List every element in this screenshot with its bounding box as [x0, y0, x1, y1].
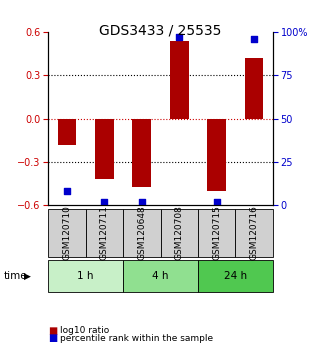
- Text: ■: ■: [48, 326, 57, 336]
- Point: [214, 199, 219, 205]
- Text: 1 h: 1 h: [77, 271, 94, 281]
- Text: ■: ■: [48, 333, 57, 343]
- Bar: [57, 119, 76, 144]
- Bar: [245, 58, 264, 119]
- Text: GSM120710: GSM120710: [62, 205, 71, 260]
- Bar: [170, 41, 188, 119]
- Text: GSM120708: GSM120708: [175, 205, 184, 260]
- Bar: [132, 119, 151, 187]
- Point: [252, 36, 257, 42]
- Point: [177, 34, 182, 40]
- Point: [64, 189, 69, 194]
- Text: 4 h: 4 h: [152, 271, 169, 281]
- Text: GSM120716: GSM120716: [250, 205, 259, 260]
- Text: ▶: ▶: [24, 272, 31, 281]
- Text: GDS3433 / 25535: GDS3433 / 25535: [99, 23, 222, 37]
- Text: time: time: [3, 271, 27, 281]
- Point: [139, 199, 144, 205]
- Text: log10 ratio: log10 ratio: [60, 326, 109, 336]
- Point: [102, 199, 107, 205]
- Bar: [207, 119, 226, 191]
- Text: 24 h: 24 h: [224, 271, 247, 281]
- Text: GSM120715: GSM120715: [212, 205, 221, 260]
- Bar: [95, 119, 114, 179]
- Text: GSM120648: GSM120648: [137, 205, 146, 260]
- Text: GSM120711: GSM120711: [100, 205, 109, 260]
- Text: percentile rank within the sample: percentile rank within the sample: [60, 333, 213, 343]
